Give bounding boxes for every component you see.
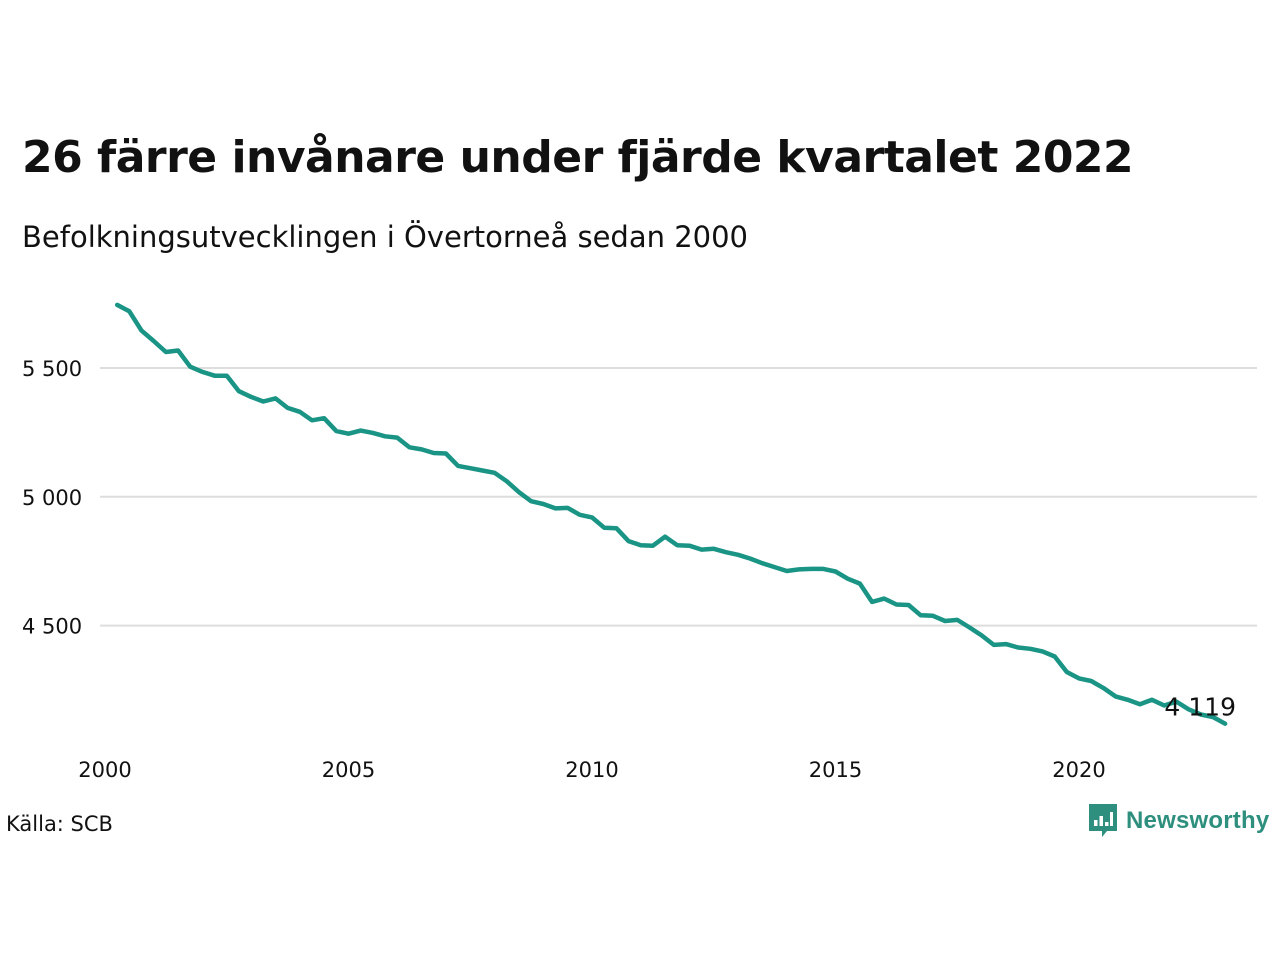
source-label: Källa: SCB (6, 812, 113, 836)
series-line-0 (114, 302, 1228, 726)
newsworthy-logo-icon (1089, 804, 1117, 837)
y-tick-label: 4 500 (22, 615, 82, 639)
x-tick-label: 2015 (809, 758, 862, 782)
annotations: 4 119 (1164, 693, 1236, 722)
x-tick-label: 2020 (1052, 758, 1105, 782)
series-layer (114, 302, 1228, 726)
brand-name: Newsworthy (1126, 807, 1270, 834)
y-tick-label: 5 500 (22, 357, 82, 381)
x-tick-label: 2005 (322, 758, 375, 782)
gridlines (100, 367, 1257, 627)
x-tick-label: 2010 (565, 758, 618, 782)
y-tick-label: 5 000 (22, 486, 82, 510)
brand-logo[interactable]: Newsworthy (1088, 803, 1269, 839)
x-tick-label: 2000 (78, 758, 131, 782)
last-value-label: 4 119 (1164, 693, 1236, 722)
y-axis-ticks: 4 500 5 000 5 500 (22, 357, 82, 639)
chart-title: 26 färre invånare under fjärde kvartalet… (22, 132, 1134, 183)
x-axis-ticks: 2000 2005 2010 2015 2020 (78, 758, 1105, 782)
chart-subtitle: Befolkningsutvecklingen i Övertorneå sed… (22, 220, 749, 254)
